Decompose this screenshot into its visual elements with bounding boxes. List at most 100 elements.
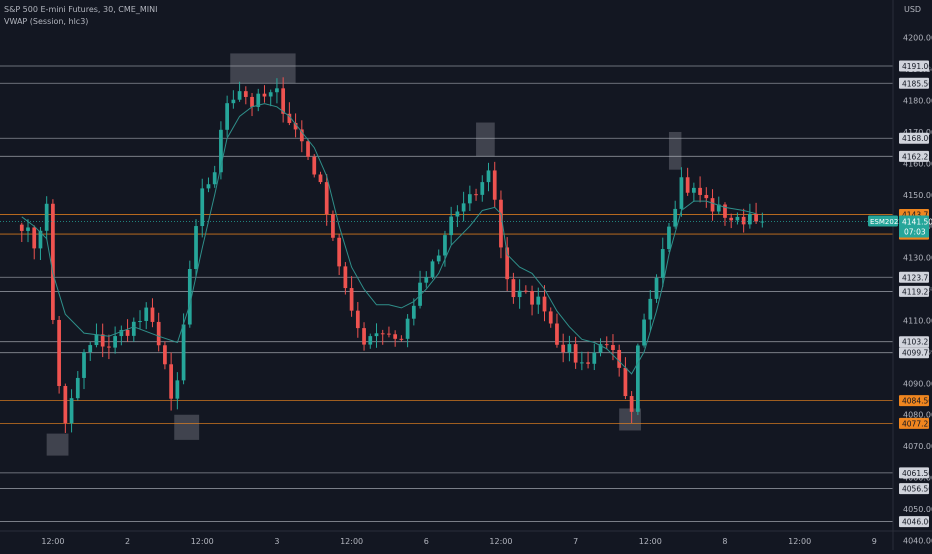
- candle-body[interactable]: [673, 208, 678, 227]
- candle-body[interactable]: [741, 216, 746, 225]
- plot-area[interactable]: [0, 0, 893, 531]
- candle-body[interactable]: [455, 211, 460, 217]
- candle-body[interactable]: [548, 311, 553, 324]
- candle-body[interactable]: [374, 333, 379, 337]
- candle-body[interactable]: [729, 217, 734, 221]
- candle-body[interactable]: [754, 213, 758, 222]
- level-price-tag[interactable]: [899, 347, 929, 359]
- candle-body[interactable]: [486, 170, 491, 183]
- candle-body[interactable]: [281, 88, 286, 114]
- candle-body[interactable]: [586, 362, 590, 364]
- candle-body[interactable]: [194, 226, 198, 269]
- candle-body[interactable]: [200, 188, 205, 227]
- candle-body[interactable]: [698, 187, 702, 195]
- candle-body[interactable]: [629, 396, 634, 412]
- candle-body[interactable]: [324, 182, 329, 215]
- candle-body[interactable]: [617, 349, 622, 368]
- candle-body[interactable]: [387, 333, 391, 335]
- vwap-line[interactable]: [21, 103, 757, 375]
- candle-body[interactable]: [704, 194, 709, 199]
- level-price-tag[interactable]: [899, 483, 929, 495]
- candle-body[interactable]: [187, 268, 192, 325]
- candle-body[interactable]: [511, 279, 516, 298]
- candle-body[interactable]: [287, 113, 292, 123]
- candle-body[interactable]: [592, 352, 597, 364]
- candle-body[interactable]: [530, 290, 534, 305]
- candle-body[interactable]: [343, 266, 348, 289]
- level-price-tag[interactable]: [899, 132, 929, 144]
- candle-body[interactable]: [138, 320, 142, 322]
- candle-body[interactable]: [393, 334, 398, 339]
- candle-body[interactable]: [94, 334, 99, 346]
- candle-body[interactable]: [243, 91, 248, 97]
- candle-body[interactable]: [144, 307, 149, 321]
- candle-body[interactable]: [480, 182, 485, 195]
- candle-body[interactable]: [32, 227, 37, 249]
- candle-body[interactable]: [492, 170, 497, 200]
- candle-body[interactable]: [667, 226, 671, 250]
- candle-body[interactable]: [256, 93, 261, 107]
- candle-body[interactable]: [499, 199, 503, 248]
- candle-body[interactable]: [206, 184, 211, 189]
- candle-body[interactable]: [113, 336, 117, 348]
- candle-body[interactable]: [169, 364, 173, 399]
- candle-body[interactable]: [355, 310, 360, 329]
- symbol-badge[interactable]: [868, 215, 898, 227]
- candle-body[interactable]: [523, 290, 528, 292]
- candle-body[interactable]: [250, 96, 254, 107]
- candle-body[interactable]: [100, 334, 105, 347]
- candle-body[interactable]: [306, 141, 310, 157]
- candle-body[interactable]: [51, 203, 55, 320]
- candle-body[interactable]: [131, 321, 136, 336]
- candle-body[interactable]: [405, 318, 410, 339]
- level-price-tag[interactable]: [899, 60, 929, 72]
- candle-body[interactable]: [411, 305, 416, 319]
- candle-body[interactable]: [75, 377, 80, 399]
- candle-body[interactable]: [449, 216, 454, 236]
- candle-body[interactable]: [318, 174, 323, 183]
- candle-body[interactable]: [691, 187, 696, 193]
- candle-body[interactable]: [156, 321, 161, 346]
- candle-body[interactable]: [275, 88, 279, 93]
- candle-body[interactable]: [237, 91, 242, 100]
- candle-body[interactable]: [424, 277, 429, 283]
- candle-body[interactable]: [349, 288, 354, 311]
- level-price-tag[interactable]: [899, 516, 929, 528]
- level-price-tag[interactable]: [899, 285, 929, 297]
- candle-body[interactable]: [63, 386, 68, 424]
- candle-body[interactable]: [299, 129, 304, 142]
- candle-body[interactable]: [598, 344, 603, 353]
- symbol-title[interactable]: S&P 500 E-mini Futures, 30, CME_MINI: [4, 5, 158, 14]
- candle-body[interactable]: [623, 367, 628, 397]
- candle-body[interactable]: [760, 221, 765, 223]
- candle-body[interactable]: [44, 203, 49, 231]
- candle-body[interactable]: [654, 277, 659, 299]
- candle-body[interactable]: [660, 249, 665, 278]
- current-price-badge[interactable]: [899, 215, 929, 238]
- level-price-tag[interactable]: [899, 150, 929, 162]
- candle-body[interactable]: [685, 177, 690, 193]
- candle-body[interactable]: [150, 307, 155, 322]
- candle-body[interactable]: [331, 214, 335, 238]
- candle-body[interactable]: [716, 204, 721, 212]
- candle-body[interactable]: [517, 290, 522, 298]
- candle-body[interactable]: [219, 129, 223, 173]
- candle-body[interactable]: [293, 122, 298, 130]
- candle-body[interactable]: [567, 344, 572, 353]
- level-price-tag[interactable]: [899, 271, 929, 283]
- candle-body[interactable]: [418, 282, 422, 306]
- candle-body[interactable]: [175, 380, 180, 399]
- candle-body[interactable]: [561, 344, 566, 353]
- candle-body[interactable]: [748, 213, 752, 225]
- level-price-tag[interactable]: [899, 467, 929, 479]
- candle-body[interactable]: [536, 296, 541, 305]
- candle-body[interactable]: [573, 344, 578, 363]
- candle-body[interactable]: [26, 227, 30, 231]
- candle-body[interactable]: [225, 103, 230, 130]
- candle-body[interactable]: [163, 345, 167, 365]
- candle-body[interactable]: [505, 247, 510, 280]
- candle-body[interactable]: [735, 216, 740, 221]
- candle-body[interactable]: [88, 345, 93, 353]
